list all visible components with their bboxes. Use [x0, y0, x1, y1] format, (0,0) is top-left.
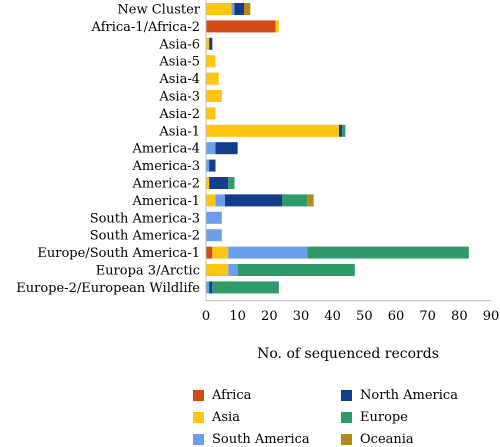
- bar-segment: [206, 72, 219, 85]
- category-label: New Cluster: [117, 3, 200, 18]
- bar-segment: [228, 246, 308, 259]
- bar-segment: [206, 90, 222, 102]
- x-axis-title: No. of sequenced records: [257, 346, 439, 362]
- bar-segment: [282, 194, 308, 207]
- category-labels: New Cluster Africa-1/Africa-2 Asia-6 Asia-5…: [16, 3, 201, 296]
- category-label: Asia-3: [158, 90, 200, 105]
- bar-segment: [339, 124, 343, 137]
- bar-segment: [342, 124, 346, 137]
- x-tick-label: 80: [451, 309, 468, 324]
- bar-segment: [209, 177, 229, 189]
- bar-segment: [215, 142, 238, 155]
- bar-segment: [209, 159, 216, 172]
- bar-segment: [231, 3, 235, 15]
- category-label: Asia-4: [158, 72, 200, 87]
- bar-segment: [206, 3, 232, 15]
- x-tick-label: 70: [419, 309, 436, 324]
- bar-segment: [206, 281, 210, 294]
- bar-segment: [228, 264, 238, 276]
- bar-segment: [275, 20, 279, 33]
- category-label: South America-2: [90, 229, 200, 244]
- bar-segment: [307, 194, 314, 207]
- category-label: Europe-2/European Wildlife: [16, 281, 200, 296]
- x-tick-label: 0: [202, 309, 210, 324]
- bar-segment: [212, 246, 229, 259]
- bar-segment: [212, 281, 279, 294]
- category-label: America-1: [132, 194, 200, 209]
- category-label: Asia-6: [158, 37, 200, 52]
- bar-segment: [307, 246, 469, 259]
- bar-segment: [244, 3, 251, 15]
- bar-segment: [209, 281, 213, 294]
- category-label: America-2: [132, 177, 200, 192]
- category-label: Europe/South America-1: [37, 246, 200, 261]
- category-label: Asia-2: [158, 107, 200, 122]
- category-label: Asia-5: [158, 55, 200, 70]
- bar-segment: [206, 229, 222, 242]
- bar-segment: [215, 194, 225, 207]
- category-label: America-4: [132, 142, 200, 157]
- bar-segment: [228, 177, 235, 189]
- x-tick-label: 10: [229, 309, 246, 324]
- bar-segment: [225, 194, 282, 207]
- category-label: South America-3: [90, 211, 200, 226]
- bar-segment: [206, 20, 276, 33]
- bar-segment: [206, 142, 216, 155]
- bar-segment: [206, 55, 216, 68]
- x-tick-label: 30: [293, 309, 310, 324]
- x-tick-label: 50: [356, 309, 373, 324]
- bar-segment: [206, 37, 210, 50]
- x-tick-label: 60: [388, 309, 405, 324]
- bar-segment: [206, 211, 222, 224]
- bar-segment: [206, 177, 210, 189]
- category-label: Asia-1: [158, 124, 200, 139]
- category-label: Europa 3/Arctic: [96, 264, 200, 279]
- x-tick-labels: 0 10 20 30 40 50 60 70 80 90: [202, 309, 499, 324]
- x-tick-label: 20: [261, 309, 278, 324]
- bar-segment: [234, 3, 244, 15]
- bar-segment: [206, 124, 339, 137]
- category-label: America-3: [132, 159, 200, 174]
- bar-segment: [206, 264, 229, 276]
- x-tick-label: 90: [483, 309, 500, 324]
- bar-segment: [206, 246, 213, 259]
- bar-segment: [206, 159, 210, 172]
- x-tick-label: 40: [324, 309, 341, 324]
- bar-segment: [209, 37, 213, 50]
- bar-segment: [206, 194, 216, 207]
- category-label: Africa-1/Africa-2: [91, 20, 200, 35]
- bar-segment: [206, 107, 216, 120]
- bar-segment: [237, 264, 355, 276]
- bar-group: [206, 3, 469, 294]
